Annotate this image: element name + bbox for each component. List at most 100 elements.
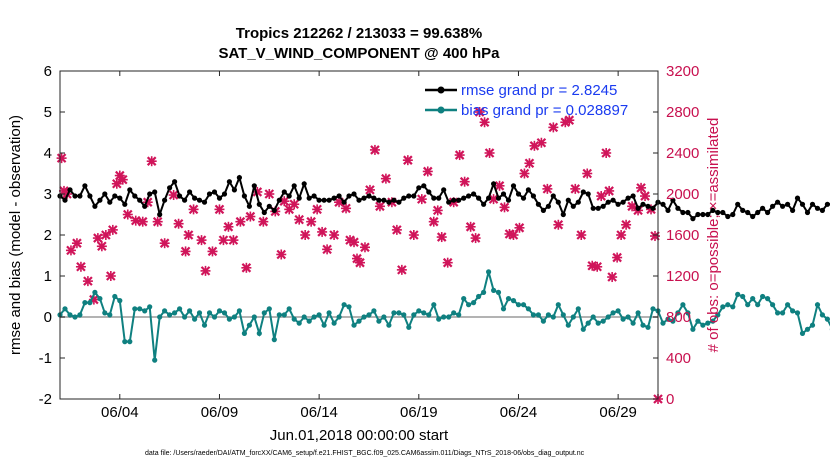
legend-rmse-marker: [437, 86, 445, 94]
left-tick-label: 6: [44, 63, 52, 80]
rmse-point: [640, 201, 646, 207]
bias-point: [436, 316, 442, 322]
rmse-point: [580, 189, 586, 195]
obs-assimilated-marker: [359, 242, 370, 253]
obs-assimilated-marker: [173, 218, 184, 229]
bias-point: [201, 322, 208, 328]
rmse-point: [486, 195, 492, 201]
obs-assimilated-marker: [82, 276, 93, 287]
bias-point: [705, 320, 711, 326]
bias-point: [401, 312, 407, 318]
bias-point: [456, 312, 462, 318]
rmse-point: [804, 209, 811, 216]
obs-assimilated-marker: [596, 191, 607, 202]
bias-point: [107, 312, 113, 318]
bias-point: [396, 310, 402, 316]
obs-assimilated-marker: [369, 144, 380, 155]
bias-point: [495, 289, 502, 295]
rmse-point: [107, 199, 113, 205]
rmse-point: [625, 195, 631, 201]
bias-point: [216, 308, 223, 314]
rmse-point: [794, 195, 801, 201]
bias-point: [570, 314, 576, 320]
rmse-point: [481, 201, 487, 207]
rmse-point: [82, 183, 88, 189]
bias-point: [775, 310, 781, 316]
bias-point: [261, 310, 267, 316]
left-tick-label: 0: [44, 309, 52, 326]
bias-point: [630, 320, 636, 326]
bias-point: [610, 310, 616, 316]
bias-point: [82, 300, 88, 306]
rmse-point: [127, 187, 133, 193]
obs-assimilated-marker: [349, 237, 360, 248]
rmse-point: [112, 193, 118, 199]
obs-assimilated-marker: [279, 196, 290, 207]
bias-point: [790, 308, 796, 314]
bias-point: [276, 312, 282, 318]
bias-point: [685, 310, 691, 316]
bias-point: [241, 330, 247, 336]
obs-assimilated-marker: [137, 216, 148, 227]
rmse-point: [117, 195, 123, 201]
obs-assimilated-marker: [258, 216, 269, 227]
rmse-point: [560, 211, 566, 218]
rmse-point: [476, 195, 482, 201]
bias-point: [491, 287, 497, 293]
rmse-point: [206, 191, 213, 197]
bias-point: [421, 310, 427, 316]
obs-assimilated-marker: [428, 216, 439, 227]
rmse-point: [695, 211, 701, 218]
rmse-point: [466, 193, 472, 199]
rmse-point: [710, 207, 716, 213]
rmse-point: [770, 203, 776, 209]
rmse-point: [391, 197, 397, 203]
rmse-point: [122, 201, 128, 207]
obs-assimilated-marker: [122, 209, 133, 220]
obs-assimilated-marker: [380, 173, 391, 184]
obs-assimilated-marker: [214, 204, 225, 215]
rmse-point: [520, 195, 527, 201]
bias-point: [750, 296, 756, 302]
bias-point: [182, 314, 188, 320]
bias-point: [226, 316, 232, 322]
obs-assimilated-marker: [416, 194, 427, 205]
bias-point: [177, 306, 183, 312]
rmse-point: [306, 195, 312, 201]
bias-point: [476, 293, 482, 300]
obs-assimilated-marker: [465, 221, 476, 232]
bias-point: [780, 310, 786, 316]
obs-assimilated-marker: [200, 265, 211, 276]
obs-assimilated-marker: [223, 221, 234, 232]
obs-assimilated-marker: [519, 168, 530, 179]
obs-assimilated-marker: [514, 222, 525, 233]
obs-assimilated-marker: [168, 190, 179, 201]
rmse-point: [92, 203, 98, 209]
obs-assimilated-marker: [442, 257, 453, 268]
legend: rmse grand pr = 2.8245 bias grand pr = 0…: [425, 82, 628, 119]
bias-point: [525, 306, 532, 312]
bias-point: [77, 312, 83, 318]
rmse-point: [456, 197, 462, 203]
bias-point: [117, 298, 123, 304]
obs-assimilated-marker: [494, 180, 505, 191]
bias-point: [386, 322, 392, 328]
rmse-point: [346, 193, 352, 199]
bias-point: [809, 322, 816, 328]
bias-point: [794, 310, 801, 316]
bias-point: [211, 314, 218, 320]
obs-assimilated-marker: [374, 201, 385, 212]
bias-point: [620, 316, 626, 322]
obs-assimilated-marker: [636, 182, 647, 193]
bias-point: [92, 289, 98, 295]
rmse-point: [261, 209, 267, 216]
rmse-point: [381, 197, 387, 203]
bias-point: [530, 312, 537, 318]
obs-assimilated-marker: [454, 150, 465, 161]
rmse-point: [471, 191, 477, 197]
rmse-point: [505, 197, 512, 203]
bias-point: [600, 318, 606, 324]
bias-point: [605, 314, 611, 320]
rmse-point: [680, 209, 686, 216]
rmse-point: [77, 193, 83, 199]
